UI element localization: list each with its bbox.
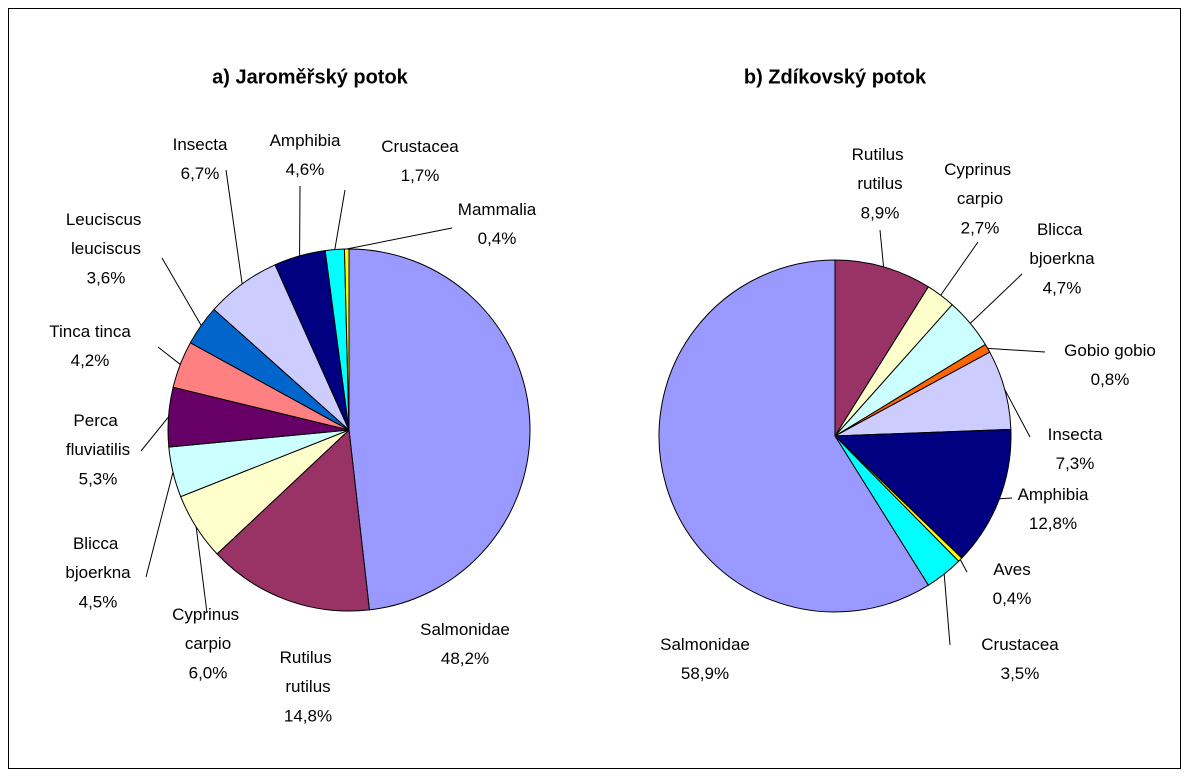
chart-title: b) Zdíkovský potok (744, 66, 927, 88)
slice-label: Rutilus rutilus (852, 145, 909, 193)
slice-label: Amphibia (270, 131, 341, 150)
value-label: 6,7% (181, 164, 220, 183)
leader-line (195, 526, 208, 614)
slice-label: Aves (993, 560, 1031, 579)
leader-line (346, 227, 453, 250)
leader-line (225, 169, 243, 284)
value-label: 12,8% (1029, 514, 1077, 533)
value-label: 8,9% (861, 203, 900, 222)
value-label: 5,3% (79, 469, 118, 488)
leader-line (987, 347, 1046, 353)
leader-line (157, 346, 181, 365)
value-label: 58,9% (681, 664, 729, 683)
value-label: 4,5% (79, 592, 118, 611)
slice-label: Perca fluviatilis (66, 411, 130, 459)
value-label: 4,6% (286, 160, 325, 179)
chart-title: a) Jaroměřský potok (212, 66, 409, 88)
slice-label: Rutilus rutilus (280, 648, 337, 696)
value-label: 3,5% (1001, 664, 1040, 683)
slice-label: Cyprinus carpio (172, 605, 244, 653)
value-label: 14,8% (284, 706, 332, 725)
slice-label: Tinca tinca (49, 322, 131, 341)
value-label: 1,7% (401, 166, 440, 185)
leader-line (145, 472, 174, 578)
pie-slice (658, 259, 930, 613)
leader-line (1004, 389, 1031, 438)
slice-label: Crustacea (981, 635, 1059, 654)
leader-line (940, 241, 979, 296)
leader-line (969, 273, 1023, 324)
slice-label: Blicca bjoerkna (65, 534, 131, 582)
pie-slice (833, 428, 1012, 559)
leader-line (879, 229, 885, 267)
leader-line (161, 257, 202, 326)
slice-label: Crustacea (381, 137, 459, 156)
pie-slice (834, 259, 930, 438)
value-label: 2,7% (961, 218, 1000, 237)
slice-label: Insecta (173, 135, 228, 154)
slice-label: Salmonidae (660, 635, 750, 654)
value-label: 3,6% (87, 268, 126, 287)
slice-label: Mammalia (458, 200, 537, 219)
leader-line (140, 416, 169, 452)
slice-label: Blicca bjoerkna (1029, 220, 1095, 268)
leader-line (334, 189, 346, 250)
pie-slice (216, 428, 370, 612)
value-label: 4,7% (1043, 278, 1082, 297)
value-label: 6,0% (189, 663, 228, 682)
value-label: 0,4% (993, 589, 1032, 608)
value-label: 48,2% (441, 649, 489, 668)
slice-label: Amphibia (1018, 485, 1089, 504)
slice-label: Leuciscus leuciscus (66, 210, 146, 258)
slice-label: Insecta (1048, 425, 1103, 444)
value-label: 4,2% (71, 351, 110, 370)
leader-line (943, 574, 951, 646)
value-label: 0,4% (478, 229, 517, 248)
slice-label: Salmonidae (420, 620, 510, 639)
slice-label: Cyprinus carpio (944, 160, 1016, 208)
leader-line (959, 559, 968, 573)
value-label: 7,3% (1056, 454, 1095, 473)
pie-slice (348, 248, 531, 611)
value-label: 0,8% (1091, 370, 1130, 389)
leader-line (999, 497, 1013, 500)
slice-label: Gobio gobio (1064, 341, 1156, 360)
